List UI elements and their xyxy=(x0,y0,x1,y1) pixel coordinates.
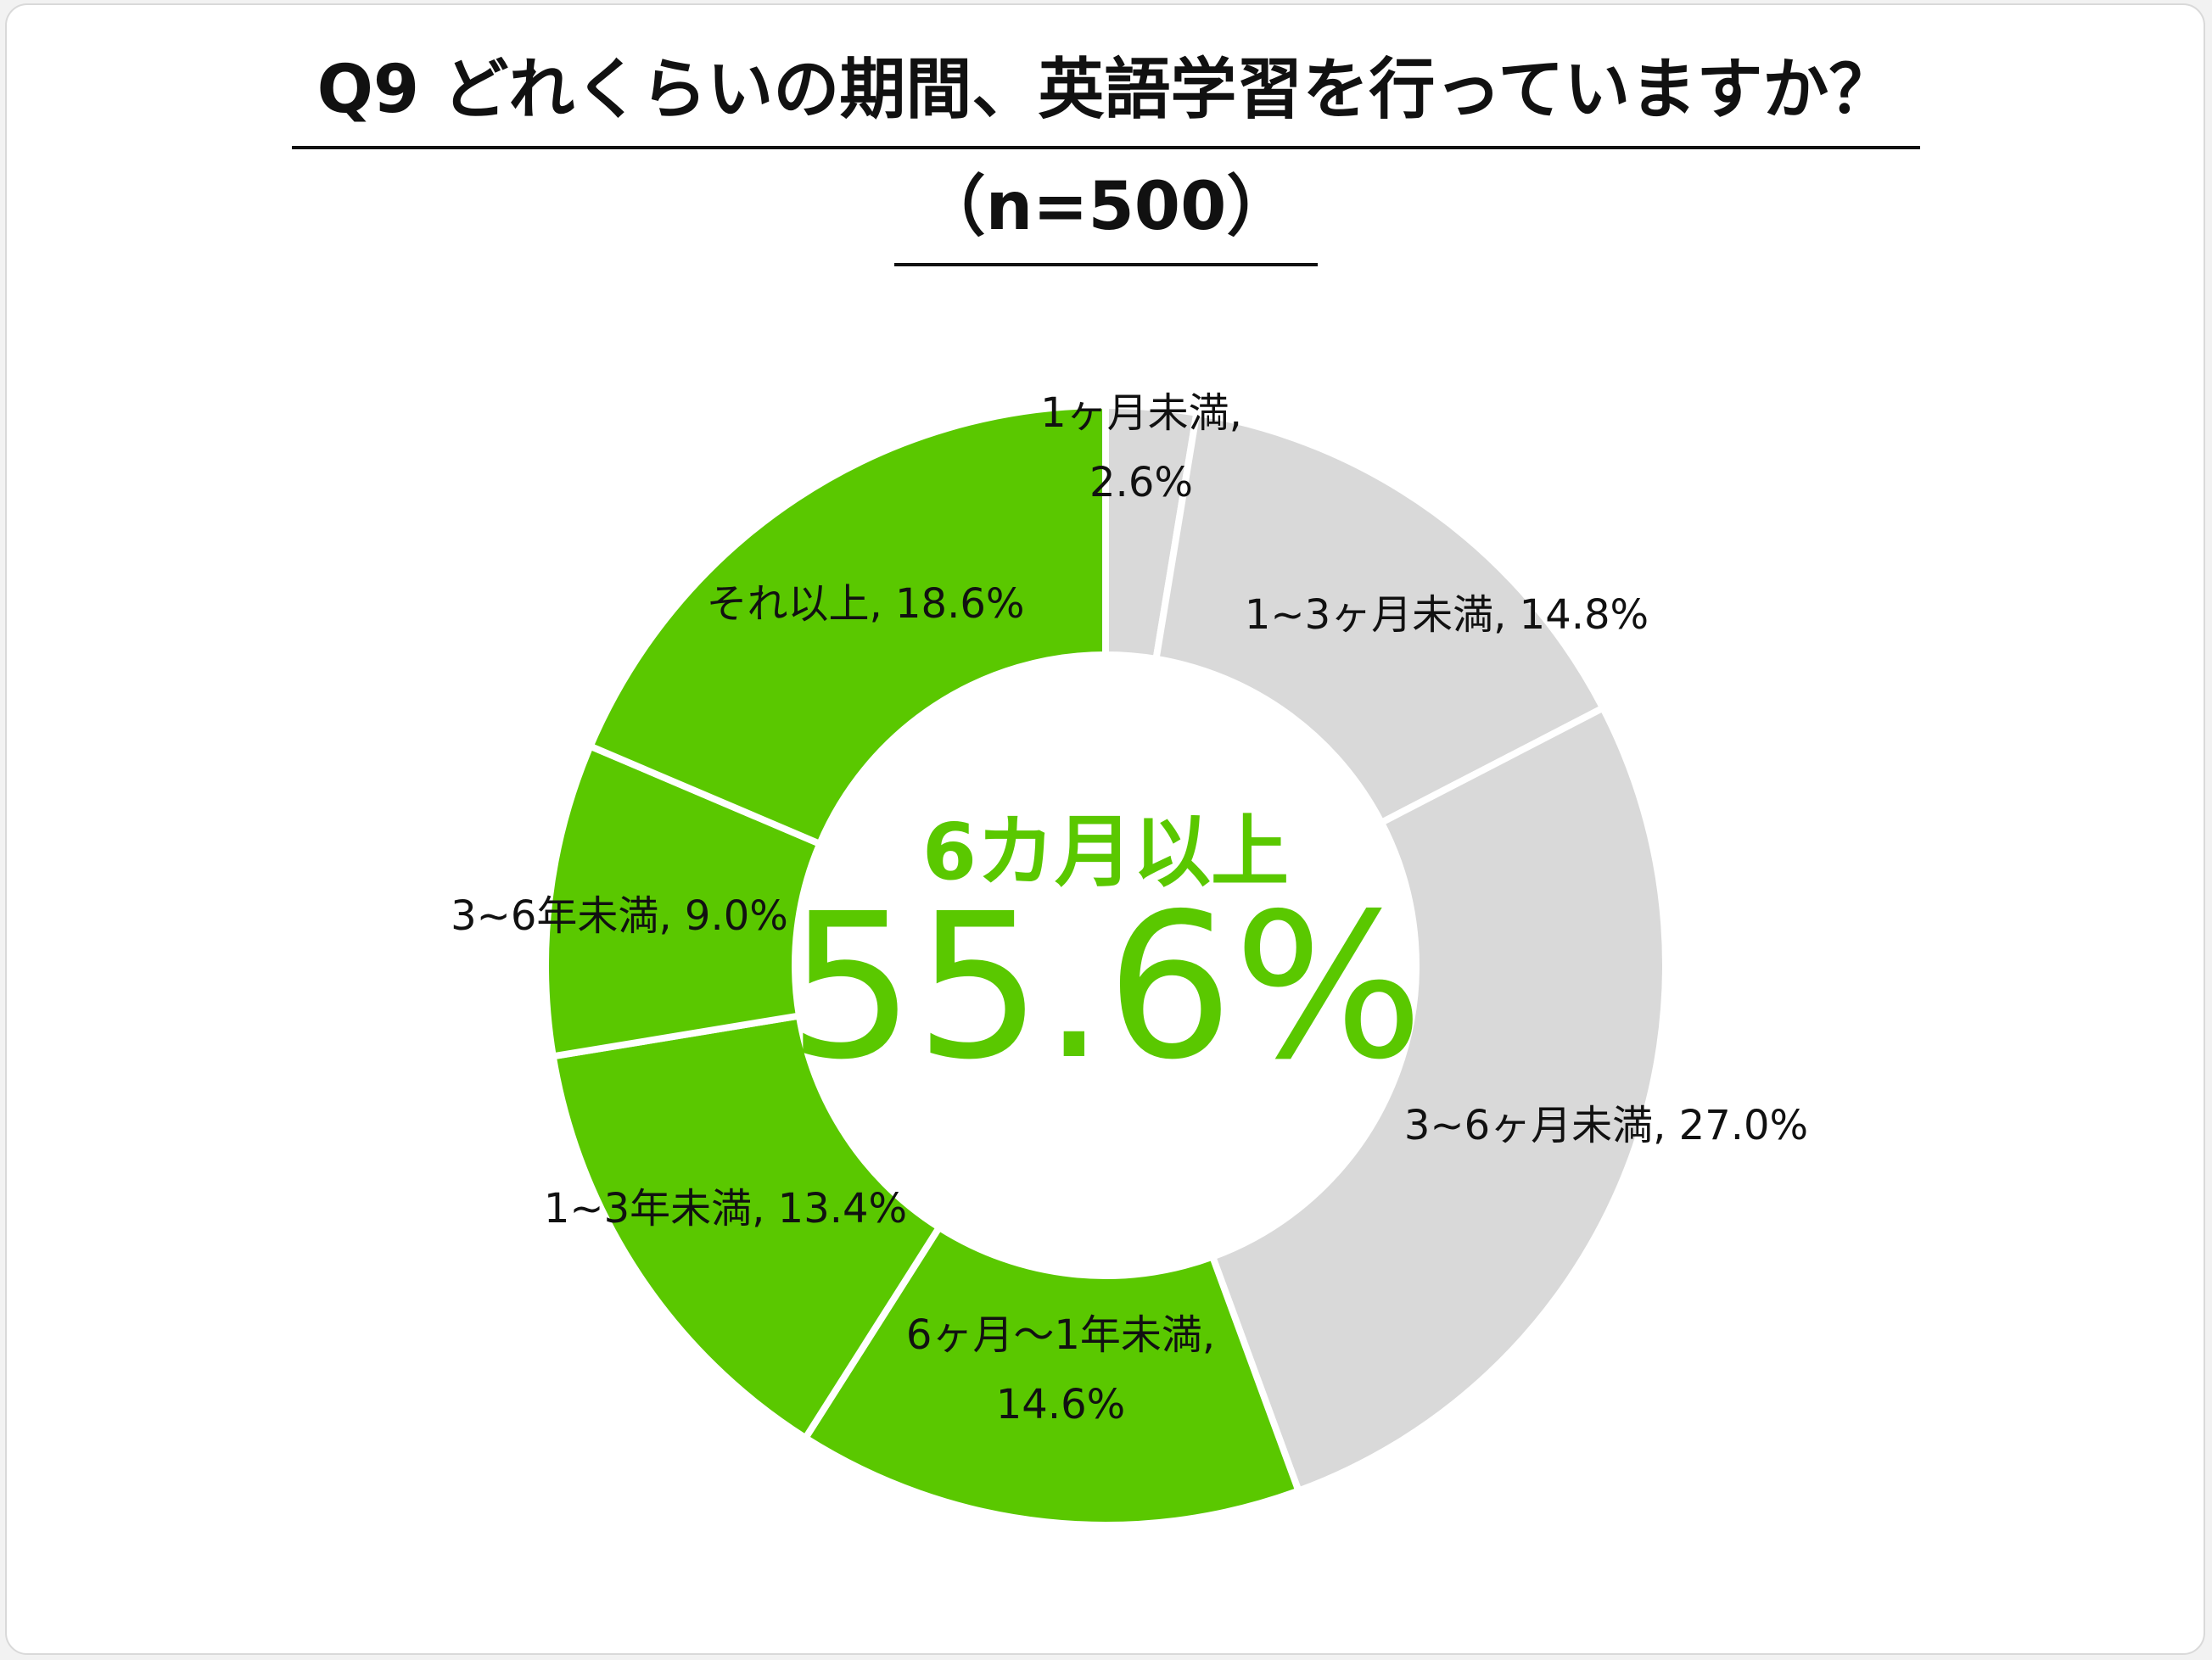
data-label-line: 1~3年未満, 13.4% xyxy=(544,1185,907,1232)
data-label-over-6y: それ以上, 18.6% xyxy=(706,580,1024,628)
data-label-3-6m: 3~6ヶ月未満, 27.0% xyxy=(1404,1102,1808,1149)
data-label-line: 3~6年未満, 9.0% xyxy=(451,892,788,940)
donut-slices xyxy=(542,402,1669,1529)
chart-title-text: Q9 どれくらいの期間、英語学習を行っていますか？ xyxy=(291,49,1921,149)
data-label-lt-1m: 1ヶ月未満, 2.6% xyxy=(1040,389,1242,506)
slice-6m-1y xyxy=(802,1224,1302,1529)
sample-size-text: （n=500） xyxy=(893,166,1319,266)
data-label-6m-1y: 6ヶ月〜1年未満, 14.6% xyxy=(906,1311,1215,1428)
data-label-line: 14.6% xyxy=(996,1381,1125,1428)
slice-3-6y xyxy=(542,742,824,1060)
data-label-line: 2.6% xyxy=(1089,459,1193,506)
slice-over-6y xyxy=(586,402,1109,847)
data-label-3-6y: 3~6年未満, 9.0% xyxy=(451,892,788,940)
data-label-1-3m: 1~3ヶ月未満, 14.8% xyxy=(1245,591,1649,639)
chart-title: Q9 どれくらいの期間、英語学習を行っていますか？ xyxy=(0,49,2212,149)
chart-subtitle: （n=500） xyxy=(0,166,2212,266)
data-label-1-3y: 1~3年未満, 13.4% xyxy=(544,1185,907,1232)
slice-3-6m xyxy=(1209,704,1669,1495)
slice-labels: 1ヶ月未満, 2.6% 1~3ヶ月未満, 14.8% 3~6ヶ月未満, 27.0% 6ヶ… xyxy=(451,389,1808,1428)
data-label-line: それ以上, 18.6% xyxy=(706,580,1024,628)
data-label-line: 1~3ヶ月未満, 14.8% xyxy=(1245,591,1649,639)
data-label-line: 1ヶ月未満, xyxy=(1040,389,1242,437)
center-sub-label: 6カ月以上 xyxy=(922,807,1289,897)
data-label-line: 3~6ヶ月未満, 27.0% xyxy=(1404,1102,1808,1149)
slice-1-3y xyxy=(549,1012,943,1442)
slice-1-3m xyxy=(1152,409,1607,826)
center-value: 55.6% xyxy=(787,870,1424,1104)
data-label-line: 6ヶ月〜1年未満, xyxy=(906,1311,1215,1359)
